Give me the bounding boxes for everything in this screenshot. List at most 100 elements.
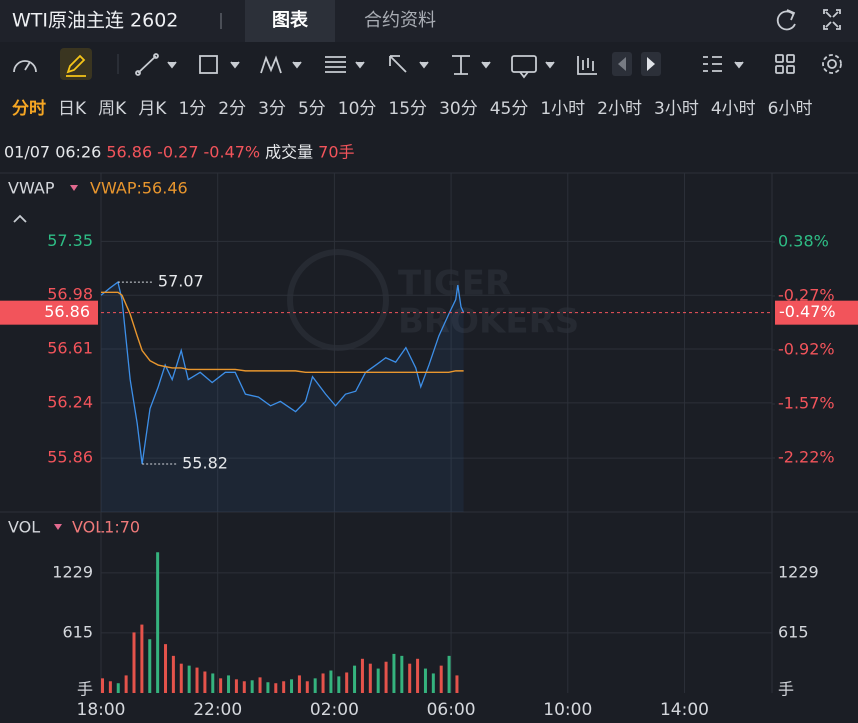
info-time: 01/07 06:26 (4, 143, 101, 162)
arrow-tool-icon[interactable] (389, 55, 429, 73)
settings-icon[interactable] (822, 54, 842, 74)
timeframe[interactable]: 2分 (218, 99, 246, 119)
tab[interactable]: 合约资料 (364, 10, 436, 31)
header-bar (0, 0, 858, 42)
volume-bar (250, 680, 254, 693)
volume-bar (108, 681, 112, 693)
fib-tool-icon[interactable] (325, 56, 365, 73)
extreme-label: 55.82 (182, 453, 228, 472)
y-tick-label: 1229 (52, 562, 93, 581)
timeframe[interactable]: 1小时 (540, 99, 585, 119)
volume-bar (124, 675, 128, 693)
x-tick-label: 22:00 (193, 700, 242, 720)
tab[interactable]: 图表 (272, 9, 309, 31)
volume-bar (156, 552, 160, 693)
volume-bar (203, 671, 207, 693)
refresh-icon[interactable] (776, 9, 796, 31)
dropdown-arrow[interactable] (70, 185, 78, 191)
indicator-value: VOL1:70 (72, 518, 140, 537)
volume-bar (140, 624, 144, 693)
volume-bar (353, 665, 357, 693)
y-tick-label: 57.35 (47, 231, 93, 250)
indicator-name: VOL (8, 518, 40, 537)
x-tick-label: 14:00 (660, 700, 709, 720)
timeframe[interactable]: 日K (58, 99, 87, 119)
pencil-icon[interactable] (66, 54, 86, 77)
text-tool-icon[interactable] (511, 55, 555, 79)
measure-tool-icon[interactable] (452, 55, 491, 75)
rect-tool-icon[interactable] (199, 55, 240, 74)
volume-bar (195, 667, 199, 693)
y-tick-label: 56.24 (47, 392, 93, 411)
volume-bar (282, 681, 286, 693)
volume-bar (290, 679, 294, 693)
indicator-icon[interactable] (13, 60, 37, 73)
x-tick-label: 06:00 (427, 700, 476, 720)
timeframe[interactable]: 10分 (338, 99, 377, 119)
volume-bar (431, 673, 435, 693)
volume-bar (234, 679, 238, 693)
line-tool-icon[interactable] (135, 53, 177, 76)
y-tick-label: 615 (778, 622, 809, 641)
timeframe[interactable]: 45分 (490, 99, 529, 119)
volume-bar (164, 644, 168, 693)
volume-bar (132, 632, 136, 693)
timeframe[interactable]: 6小时 (768, 99, 813, 119)
timeframe[interactable]: 15分 (388, 99, 427, 119)
timeframe[interactable]: 月K (138, 99, 167, 119)
active-tab-bg (245, 0, 335, 42)
timeframe[interactable]: 分时 (12, 99, 46, 119)
volume-bar (337, 676, 341, 693)
y-tick-label: 55.86 (47, 448, 93, 467)
y2-tick-label: -0.92% (778, 339, 835, 358)
vwap-line (101, 291, 464, 374)
collapse-icon[interactable] (13, 214, 27, 223)
volume-bar (447, 655, 451, 693)
volume-bar (392, 653, 396, 693)
volume-bar (400, 655, 404, 693)
grid-icon[interactable] (775, 54, 795, 74)
candle-icon[interactable] (577, 56, 597, 75)
timeframe[interactable]: 5分 (298, 99, 326, 119)
volume-bar (345, 672, 349, 693)
volume-bar (297, 675, 301, 693)
timeframe[interactable]: 3小时 (654, 99, 699, 119)
timeframe[interactable]: 4小时 (711, 99, 756, 119)
last-price-label: 56.86 (44, 302, 90, 321)
volume-bar (313, 678, 317, 693)
y2-tick-label: 0.38% (778, 231, 829, 250)
volume-bar (274, 683, 278, 693)
y-tick-label: 56.61 (47, 339, 93, 358)
watermark: TIGER (398, 264, 511, 304)
info-price: 56.86 (106, 143, 152, 162)
volume-bar (148, 639, 152, 693)
layout-icon[interactable] (703, 56, 744, 72)
timeframe[interactable]: 2小时 (597, 99, 642, 119)
timeframe[interactable]: 3分 (258, 99, 286, 119)
wave-tool-icon[interactable] (260, 55, 302, 74)
volume-bar (242, 681, 246, 693)
timeframe[interactable]: 周K (98, 99, 127, 119)
volume-bar (368, 663, 372, 693)
dropdown-arrow[interactable] (54, 524, 62, 530)
info-change: -0.27 (157, 143, 198, 162)
volume-bar (101, 678, 104, 693)
price-line (100, 281, 465, 465)
timeframe[interactable]: 30分 (439, 99, 478, 119)
watermark: BROKERS (398, 302, 579, 342)
volume-bar (266, 682, 270, 693)
fullscreen-icon[interactable] (823, 9, 841, 30)
watermark-logo (287, 249, 389, 351)
volume-bar (408, 663, 412, 693)
volume-bar (416, 658, 420, 693)
volume-unit: 手 (778, 680, 794, 699)
volume-bar (116, 683, 120, 693)
volume-bar (423, 668, 427, 693)
volume-bar (187, 665, 191, 693)
timeframe[interactable]: 1分 (178, 99, 206, 119)
volume-bar (329, 670, 333, 693)
volume-bar (258, 677, 262, 693)
last-price-box (0, 300, 98, 325)
